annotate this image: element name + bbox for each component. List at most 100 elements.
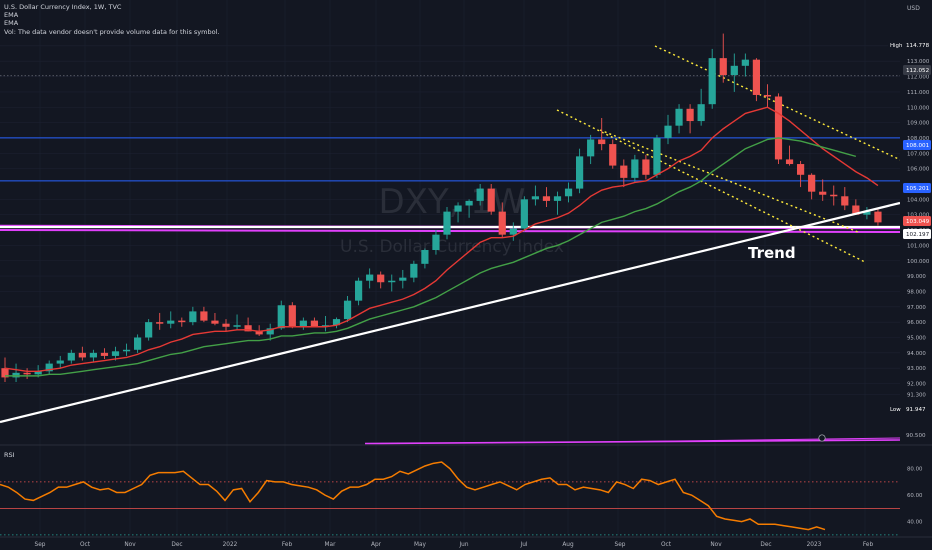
candle-body (89, 352, 97, 358)
price-tag-bg (903, 229, 931, 239)
price-tick-label: 93.000 (907, 366, 926, 372)
magenta-line-bottom-2 (599, 437, 901, 443)
candle-body (67, 352, 75, 361)
legend-ema-2[interactable]: EMA (4, 19, 19, 28)
price-tag: 91.947 (906, 407, 926, 413)
trendline-white (0, 201, 901, 424)
legend-volume-note: Vol: The data vendor doesn't provide vol… (4, 27, 220, 36)
alert-marker (818, 434, 826, 442)
price-tag-bg (903, 65, 931, 75)
candle-body (797, 164, 805, 175)
candle-body (178, 320, 186, 323)
candle-body (598, 139, 606, 145)
trend-annotation[interactable]: Trend (748, 244, 796, 262)
price-tag: 108.001 (906, 143, 930, 149)
price-tick-label: 109.000 (907, 121, 930, 127)
price-tag: 105.201 (906, 186, 930, 192)
candle-body (156, 322, 164, 324)
candle-body (222, 323, 230, 327)
candle-body (244, 325, 252, 332)
candle-body (697, 104, 705, 122)
candle-body (299, 320, 307, 327)
candle-body (708, 58, 716, 105)
price-tick-label: 101.000 (907, 243, 930, 249)
rsi-tick-label: 40.00 (907, 520, 923, 526)
time-tick-label: Feb (282, 542, 293, 548)
price-scale-bg (900, 0, 932, 550)
rsi-line (0, 461, 826, 531)
candle-body (45, 363, 53, 372)
candle-body (752, 59, 760, 95)
candle-body (686, 108, 694, 122)
price-tag-caption: High (890, 43, 902, 49)
price-tag-bg (903, 183, 931, 193)
legend-ema-1[interactable]: EMA (4, 11, 19, 20)
channel-line (654, 45, 906, 163)
candle-body (34, 371, 42, 375)
candle-body (255, 331, 263, 335)
candle-body (576, 156, 584, 189)
candle-body (145, 322, 153, 338)
time-tick-label: Nov (710, 542, 722, 548)
price-tick-label: 91.300 (907, 392, 926, 398)
candle-body (719, 58, 727, 76)
price-scale[interactable]: 91.300 92.000 93.000 94.000 95.000 96.000 97.0… (888, 0, 932, 550)
price-tick-label: 106.000 (907, 167, 930, 173)
price-tick-label: 92.000 (907, 382, 926, 388)
price-tag-bg (903, 216, 931, 226)
ema-lines (4, 106, 879, 377)
candle-body (233, 325, 241, 327)
candle-body (355, 280, 363, 301)
candle-body (421, 250, 429, 264)
candle-body (642, 159, 650, 175)
candle-body (189, 311, 197, 323)
candle-body (432, 234, 440, 251)
candle-body (763, 94, 772, 97)
candle-body (111, 351, 120, 356)
candle-body (841, 196, 849, 206)
candle-body (653, 137, 661, 175)
price-tag-caption-bg (888, 40, 902, 50)
candle-body (785, 159, 794, 165)
price-tag-bg (903, 404, 931, 414)
candle-body (808, 174, 816, 192)
trend-line[interactable] (0, 201, 901, 424)
price-tick-label: 104.000 (907, 197, 930, 203)
channel-lines (556, 45, 906, 263)
candle-body (211, 320, 219, 324)
time-tick-label: Sep (615, 542, 626, 548)
rsi-title: RSI (4, 451, 15, 459)
candle-body (377, 274, 385, 283)
candle-body (874, 211, 882, 223)
price-tick-label: 95.000 (907, 336, 926, 342)
candle-body (23, 372, 31, 375)
candle-body (100, 352, 109, 356)
candle-body (553, 196, 562, 201)
candle-body (609, 144, 617, 166)
currency-label: USD (907, 5, 920, 12)
grid (0, 0, 900, 535)
candle-body (56, 360, 64, 364)
time-tick-label: Sep (35, 542, 46, 548)
candle-body (587, 139, 595, 157)
candle-body (1, 368, 9, 378)
candle-body (266, 328, 274, 335)
time-tick-label: Dec (760, 542, 771, 548)
candle-body (277, 305, 285, 329)
price-tag-bg (903, 40, 931, 50)
candle-body (134, 337, 142, 350)
legend-title: U.S. Dollar Currency Index, 1W, TVC (4, 3, 122, 11)
price-tag: 112.052 (906, 68, 929, 74)
candle-body (167, 320, 175, 324)
candle-body (774, 96, 783, 160)
price-tick-label: 98.000 (907, 289, 926, 295)
candle-body (476, 188, 484, 201)
time-axis[interactable]: Sep Oct Nov Dec 2022 Feb Mar Apr May Jun Jul Aug Sep… (0, 536, 932, 548)
candle-body (12, 372, 20, 378)
candle-body (531, 196, 539, 200)
price-tag-bg (903, 140, 931, 150)
chart-legend: U.S. Dollar Currency Index, 1W, TVC EMA … (4, 3, 219, 36)
candle-body (520, 199, 528, 229)
